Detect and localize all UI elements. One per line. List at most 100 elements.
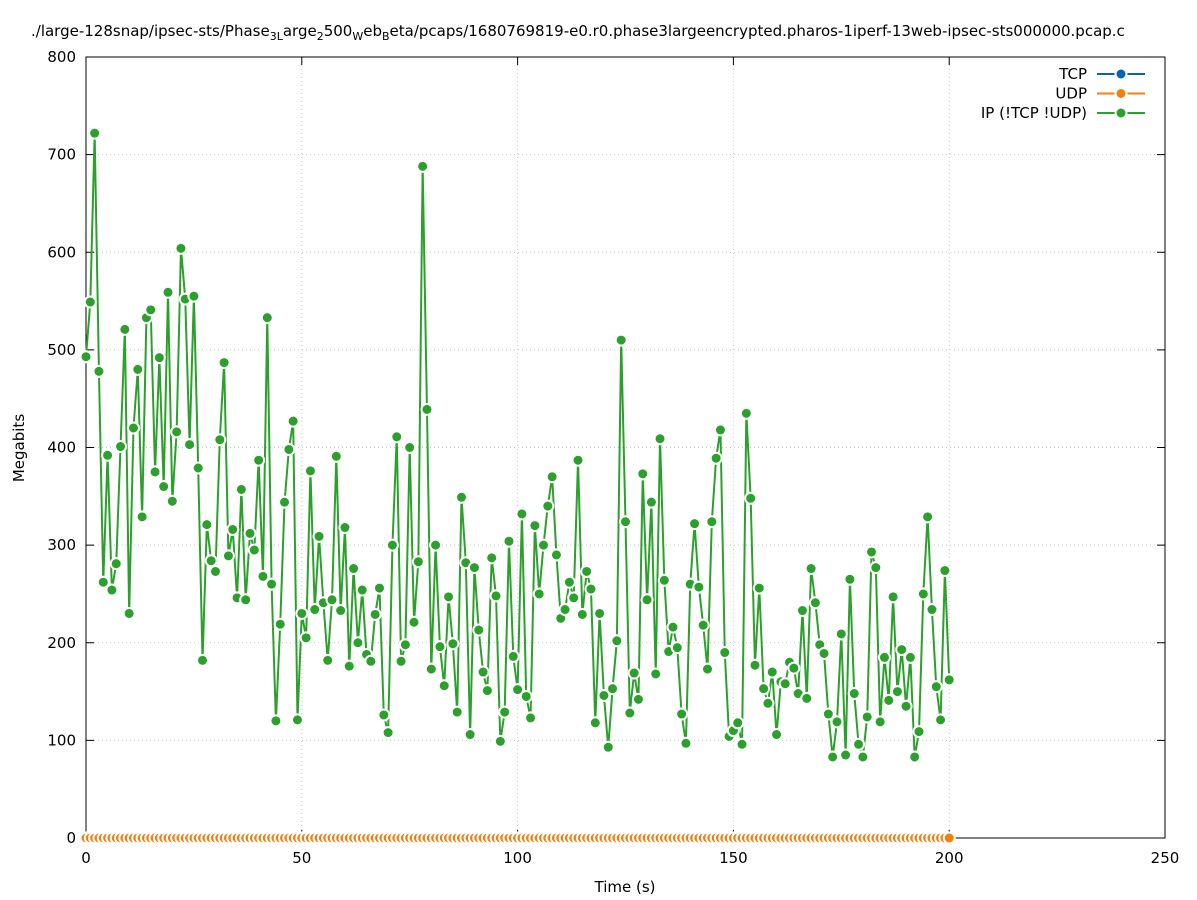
data-point	[338, 521, 352, 535]
data-point	[174, 241, 188, 255]
data-point	[312, 529, 326, 543]
data-point	[403, 441, 417, 454]
data-point	[131, 362, 145, 376]
data-point	[942, 673, 956, 687]
data-point	[865, 545, 879, 559]
data-point	[122, 606, 136, 620]
data-point	[903, 650, 917, 664]
data-point	[144, 303, 158, 317]
legend-label: IP (!TCP !UDP)	[981, 104, 1087, 122]
title-part: B	[382, 30, 390, 43]
data-point	[217, 356, 231, 370]
data-point	[342, 659, 356, 673]
data-point	[644, 495, 658, 509]
y-tick-label: 600	[47, 243, 76, 261]
data-point	[873, 715, 887, 729]
data-point	[243, 526, 257, 540]
data-point	[636, 467, 650, 481]
x-axis-label: Time (s)	[594, 878, 656, 896]
data-point	[489, 589, 503, 603]
data-point	[588, 716, 602, 730]
chart-title: ./large-128snap/ipsec-sts/Phase3Large250…	[31, 22, 1125, 43]
data-point	[528, 519, 542, 533]
data-point	[204, 554, 218, 568]
data-point	[536, 538, 550, 552]
data-point	[269, 714, 283, 728]
data-point	[679, 736, 693, 750]
data-point	[519, 689, 533, 703]
data-point	[213, 433, 227, 447]
data-point	[407, 615, 421, 629]
title-part: ./large-128snap/ipsec-sts/Phase	[31, 22, 270, 40]
data-point	[295, 606, 309, 620]
data-point	[808, 596, 822, 610]
data-point	[882, 693, 896, 707]
data-point	[442, 590, 456, 604]
data-point	[424, 662, 438, 676]
data-point	[191, 461, 205, 475]
data-point	[653, 432, 667, 446]
y-tick-label: 500	[47, 341, 76, 359]
data-point	[183, 438, 197, 452]
data-point	[450, 705, 464, 719]
data-point	[252, 453, 266, 467]
data-point	[666, 620, 680, 634]
data-point	[541, 499, 555, 513]
data-point	[869, 561, 883, 575]
data-point	[385, 538, 399, 552]
legend-label: UDP	[1055, 85, 1087, 103]
data-point	[226, 523, 240, 537]
y-axis-label: Megabits	[10, 414, 28, 482]
x-tick-label: 0	[81, 849, 91, 867]
data-point	[770, 728, 784, 742]
data-point	[718, 646, 732, 660]
y-tick-label: 400	[47, 439, 76, 457]
legend-marker	[1114, 87, 1128, 100]
data-point	[208, 564, 222, 578]
data-point	[886, 590, 900, 604]
data-point	[757, 682, 771, 696]
data-point	[593, 606, 607, 620]
data-point	[398, 638, 412, 652]
data-point	[498, 705, 512, 719]
data-point	[631, 692, 645, 706]
title-part: eb	[363, 22, 382, 40]
data-point	[411, 555, 425, 569]
data-point	[420, 402, 434, 416]
data-point	[234, 482, 248, 496]
data-point	[256, 569, 270, 583]
data-point	[925, 603, 939, 617]
data-point	[761, 696, 775, 710]
data-point	[688, 517, 702, 531]
data-point	[839, 748, 853, 762]
data-point	[364, 654, 378, 668]
data-point	[890, 685, 904, 699]
data-point	[200, 518, 214, 532]
data-point	[351, 636, 365, 650]
data-point	[368, 607, 382, 621]
data-point	[187, 289, 201, 303]
data-point	[713, 423, 727, 437]
data-point	[109, 557, 123, 571]
data-point	[92, 364, 106, 378]
data-point	[372, 581, 386, 595]
data-point	[701, 662, 715, 676]
data-point	[670, 641, 684, 655]
data-point	[916, 587, 930, 601]
data-point	[165, 494, 179, 508]
data-point	[148, 465, 162, 479]
data-point	[485, 551, 499, 565]
data-point	[390, 430, 404, 444]
data-point	[502, 534, 516, 548]
data-point	[161, 285, 175, 299]
data-point	[795, 604, 809, 618]
legend-marker	[1114, 67, 1128, 81]
data-point	[843, 572, 857, 586]
data-point	[437, 679, 451, 693]
data-point	[394, 654, 408, 668]
data-point	[739, 406, 753, 420]
data-point	[675, 707, 689, 721]
data-point	[247, 543, 261, 557]
